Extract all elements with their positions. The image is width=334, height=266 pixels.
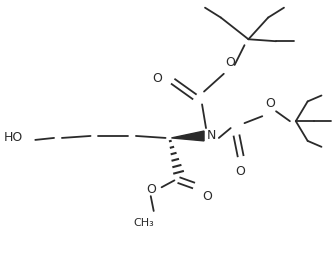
Text: N: N [206,130,216,143]
Text: CH₃: CH₃ [134,218,154,228]
Text: O: O [226,56,235,69]
Text: O: O [265,97,275,110]
Text: O: O [146,183,156,196]
Polygon shape [171,131,204,141]
Text: O: O [153,72,163,85]
Text: HO: HO [4,131,23,144]
Text: O: O [235,165,245,178]
Text: O: O [202,190,212,203]
